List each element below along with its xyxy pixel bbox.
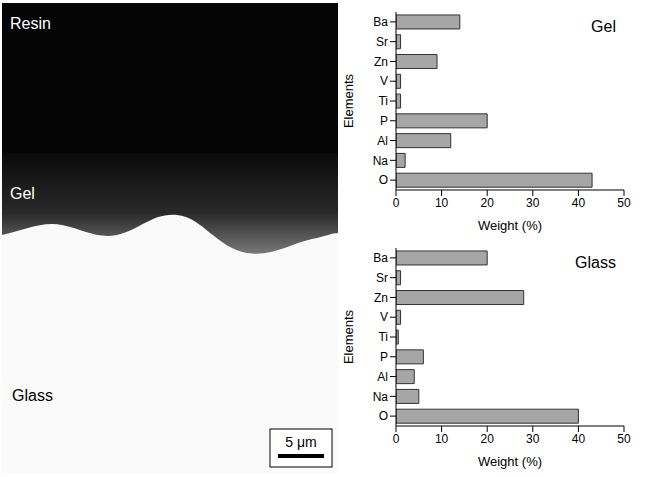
svg-text:Elements: Elements: [342, 309, 356, 364]
html-text:Glass: Glass: [575, 254, 616, 271]
svg-text:0: 0: [393, 432, 400, 446]
svg-text:20: 20: [481, 196, 495, 210]
svg-text:Ba: Ba: [373, 251, 388, 265]
svg-text:Na: Na: [373, 154, 389, 168]
svg-text:40: 40: [572, 432, 586, 446]
svg-text:10: 10: [435, 196, 449, 210]
svg-text:Zn: Zn: [374, 55, 388, 69]
svg-text:Al: Al: [377, 134, 388, 148]
svg-text:Sr: Sr: [376, 35, 388, 49]
svg-text:50: 50: [617, 196, 631, 210]
svg-text:5 μm: 5 μm: [285, 434, 316, 450]
svg-text:Gel: Gel: [10, 185, 35, 202]
svg-text:30: 30: [526, 432, 540, 446]
svg-text:V: V: [380, 310, 388, 324]
svg-text:Sr: Sr: [376, 271, 388, 285]
svg-text:50: 50: [617, 432, 631, 446]
svg-text:O: O: [379, 409, 388, 423]
svg-text:30: 30: [526, 196, 540, 210]
svg-text:20: 20: [481, 432, 495, 446]
svg-text:Ti: Ti: [378, 94, 388, 108]
svg-text:Glass: Glass: [12, 387, 53, 404]
svg-text:Zn: Zn: [374, 291, 388, 305]
svg-text:10: 10: [435, 432, 449, 446]
svg-text:P: P: [380, 350, 388, 364]
svg-text:Weight (%): Weight (%): [478, 454, 542, 469]
svg-text:O: O: [379, 173, 388, 187]
svg-text:Resin: Resin: [10, 15, 51, 32]
html-text:Gel: Gel: [591, 18, 616, 35]
svg-text:Ti: Ti: [378, 330, 388, 344]
svg-text:Weight (%): Weight (%): [478, 218, 542, 233]
svg-text:Elements: Elements: [342, 73, 356, 128]
svg-text:40: 40: [572, 196, 586, 210]
svg-text:Al: Al: [377, 370, 388, 384]
svg-text:Na: Na: [373, 390, 389, 404]
svg-text:P: P: [380, 114, 388, 128]
svg-text:Ba: Ba: [373, 15, 388, 29]
svg-text:V: V: [380, 74, 388, 88]
svg-text:0: 0: [393, 196, 400, 210]
